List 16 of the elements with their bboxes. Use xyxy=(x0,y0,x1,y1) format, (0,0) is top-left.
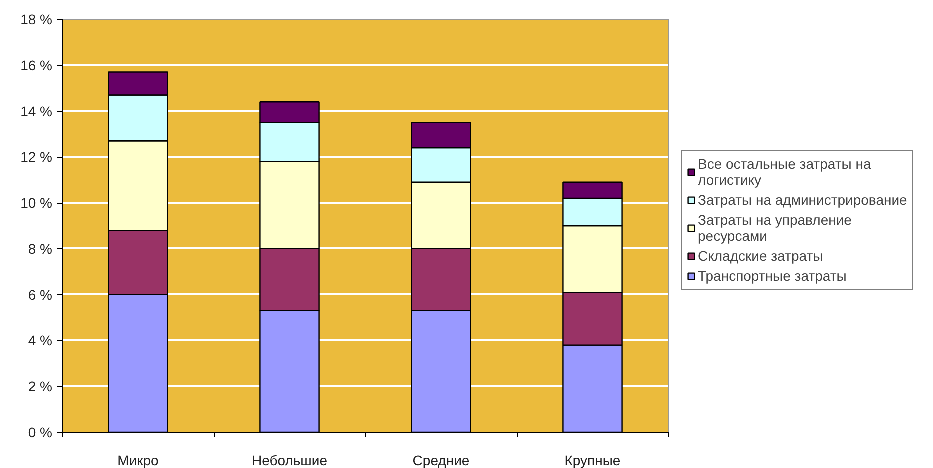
legend-label: Все остальные затраты на логистику xyxy=(698,156,872,188)
legend-label: Затраты на управление ресурсами xyxy=(698,212,852,244)
y-tick-label: 14 % xyxy=(20,103,53,120)
legend-label: Складские затраты xyxy=(698,248,824,264)
x-tick-label: Небольшие xyxy=(252,452,328,468)
legend-label: Транспортные затраты xyxy=(698,268,847,284)
y-tick-label: 6 % xyxy=(28,286,52,303)
y-tick-label: 8 % xyxy=(28,240,52,257)
legend-label: Затраты на администрирование xyxy=(698,192,908,208)
y-tick-label: 4 % xyxy=(28,332,52,349)
y-tick-label: 0 % xyxy=(28,424,52,440)
y-tick-label: 18 % xyxy=(20,12,53,28)
y-tick-label: 12 % xyxy=(20,149,53,166)
y-tick-label: 10 % xyxy=(20,195,53,212)
y-tick-label: 16 % xyxy=(20,57,53,74)
y-tick-label: 2 % xyxy=(28,378,52,395)
